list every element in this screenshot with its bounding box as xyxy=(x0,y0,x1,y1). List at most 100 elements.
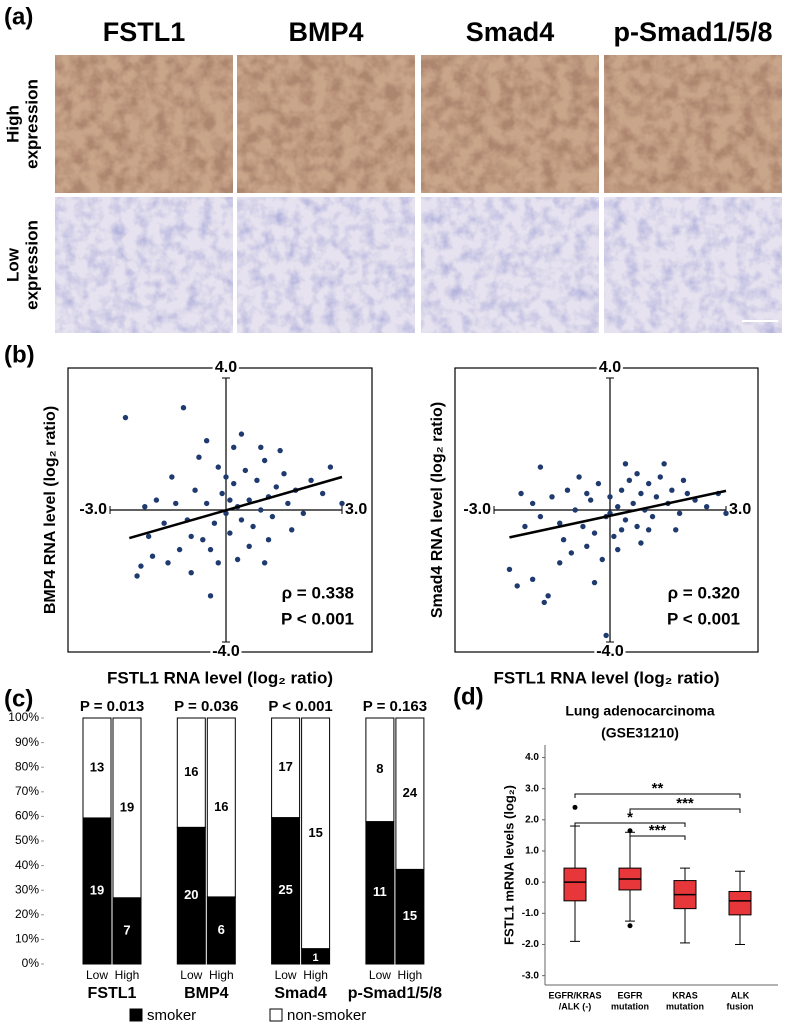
scatter-point xyxy=(165,560,171,566)
significance-bracket xyxy=(629,808,741,813)
scatter-point xyxy=(258,507,264,513)
plot-frame xyxy=(454,367,759,653)
scatter-point xyxy=(522,523,528,530)
x-tick-label: High xyxy=(398,968,423,982)
scatter-point xyxy=(514,583,520,589)
legend-label: smoker xyxy=(147,1007,196,1024)
x-axis-title: FSTL1 RNA level (log₂ ratio) xyxy=(107,668,333,687)
scatter-point xyxy=(231,444,237,450)
y-tick-label: 0% xyxy=(22,956,40,970)
column-header: Smad4 xyxy=(466,17,555,47)
scatter-point xyxy=(537,464,544,470)
scatter-point xyxy=(261,560,268,566)
ihc-image xyxy=(421,55,599,193)
scatter-point xyxy=(657,474,663,480)
scatter-point xyxy=(557,560,563,566)
x-tick-label: ALK xyxy=(731,990,750,1000)
scatter-point xyxy=(680,477,687,483)
scatter-point xyxy=(537,513,544,520)
significance-label: *** xyxy=(676,795,694,812)
group-annotation: P = 0.163 xyxy=(363,698,427,715)
y-tick-label: 3.0 xyxy=(525,783,539,794)
value-label: 11 xyxy=(373,884,387,899)
significance-label: ** xyxy=(652,780,664,797)
x-axis-title: FSTL1 RNA level (log₂ ratio) xyxy=(493,668,719,687)
x-tick-label: 3.0 xyxy=(729,501,751,518)
scatter-point xyxy=(653,494,660,500)
fit-line xyxy=(509,489,727,539)
scatter-point xyxy=(188,533,194,540)
scatter-point xyxy=(203,438,210,444)
scatter-point xyxy=(684,490,691,497)
bar-segment xyxy=(301,717,331,950)
legend-swatch xyxy=(269,1008,283,1022)
outlier xyxy=(572,804,578,810)
group-label: BMP4 xyxy=(184,985,229,1002)
y-tick-label: 100% xyxy=(8,710,39,724)
bar-segment xyxy=(112,897,142,965)
scatter-point xyxy=(580,523,586,530)
scatter-point xyxy=(564,487,571,493)
scatter-point xyxy=(529,576,536,582)
ihc-image xyxy=(55,197,233,333)
scatter-point xyxy=(661,461,667,467)
scatter-point xyxy=(277,447,283,454)
column-header: FSTL1 xyxy=(103,17,186,47)
scatter-point xyxy=(207,593,214,599)
scatter-point xyxy=(215,560,221,566)
panel-label: (a) xyxy=(4,3,33,30)
scatter-point xyxy=(203,500,210,507)
bar-segment xyxy=(206,717,236,898)
scatter-point xyxy=(676,510,683,516)
value-label: 16 xyxy=(184,764,198,779)
value-label: 17 xyxy=(278,759,292,774)
scatter-point xyxy=(188,570,194,576)
x-tick-label: -3.0 xyxy=(463,501,491,518)
fit-line xyxy=(128,475,343,540)
bar-segment xyxy=(176,717,206,828)
scatter-point xyxy=(281,471,287,477)
scatter-point xyxy=(615,546,621,553)
x-tick-label: mutation xyxy=(611,1001,649,1011)
y-tick-label: 0.0 xyxy=(525,877,539,888)
y-tick-label: -4.0 xyxy=(212,643,240,660)
scatter-point xyxy=(599,556,605,563)
scatter-point xyxy=(626,477,633,483)
scatter-point xyxy=(153,497,160,503)
scatter-point xyxy=(234,556,241,563)
scatter-point xyxy=(549,494,555,500)
scatter-point xyxy=(703,504,710,510)
scatter-point xyxy=(723,510,729,516)
y-axis-title: BMP4 RNA level (log₂ ratio) xyxy=(42,406,59,614)
ihc-image xyxy=(604,55,782,193)
scatter-point xyxy=(300,510,307,516)
group-annotation: P < 0.001 xyxy=(268,698,332,715)
x-tick-label: High xyxy=(303,968,328,982)
bar-segment xyxy=(112,717,142,899)
y-tick-label: 80% xyxy=(15,759,39,773)
value-label: 15 xyxy=(403,908,417,923)
plot-frame xyxy=(67,367,373,653)
x-tick-label: fusion xyxy=(727,1001,754,1011)
y-tick-label: -3.0 xyxy=(522,970,540,981)
scatter-point xyxy=(308,477,314,483)
bar-segment xyxy=(365,717,395,823)
scatter-point xyxy=(518,490,524,497)
scatter-point xyxy=(200,537,206,543)
value-label: 19 xyxy=(120,799,134,814)
scatter-point xyxy=(238,517,245,523)
scatter-point xyxy=(211,520,218,526)
scatter-point xyxy=(223,474,229,480)
scatter-point xyxy=(327,464,334,470)
box xyxy=(728,890,752,916)
bar-segment xyxy=(82,717,112,819)
annotation: ρ = 0.338 xyxy=(282,583,354,602)
scatter-point xyxy=(645,480,652,487)
value-label: 7 xyxy=(123,922,130,937)
scatter-point xyxy=(568,550,575,556)
bar-segment xyxy=(395,868,425,965)
scatter-point xyxy=(231,480,237,487)
legend-label: non-smoker xyxy=(287,1007,366,1024)
column-header: BMP4 xyxy=(288,17,363,47)
value-label: 19 xyxy=(90,882,104,897)
